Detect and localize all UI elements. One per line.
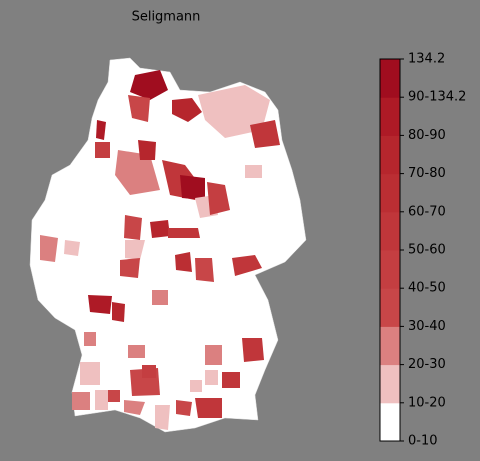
colorbar-segment [380, 402, 400, 442]
colorbar-label: 70-80 [408, 166, 446, 181]
colorbar-segment [380, 288, 400, 327]
colorbar-segment [380, 364, 400, 404]
region-patches [40, 70, 280, 430]
colorbar-label: 40-50 [408, 281, 446, 296]
colorbar-label: 20-30 [408, 357, 446, 372]
colorbar-label: 50-60 [408, 243, 446, 258]
colorbar-label: 60-70 [408, 204, 446, 219]
colorbar-label: 134.2 [408, 52, 445, 67]
colorbar-label: 90-134.2 [408, 90, 466, 105]
colorbar-segment [380, 173, 400, 213]
germany-map [29, 57, 307, 433]
colorbar-segment [380, 326, 400, 366]
colorbar-label: 80-90 [408, 128, 446, 143]
colorbar: 0-10 10-20 20-30 30-40 40-50 50-60 60-70 70-80 8… [379, 52, 466, 449]
colorbar-segment [380, 250, 400, 289]
colorbar-segment [380, 59, 400, 98]
colorbar-segment [380, 97, 400, 136]
colorbar-label: 0-10 [408, 434, 438, 449]
colorbar-segment [380, 135, 400, 175]
colorbar-label: 30-40 [408, 319, 446, 334]
colorbar-label: 10-20 [408, 395, 446, 410]
colorbar-segment [380, 211, 400, 251]
map-title: Seligmann [132, 10, 201, 25]
